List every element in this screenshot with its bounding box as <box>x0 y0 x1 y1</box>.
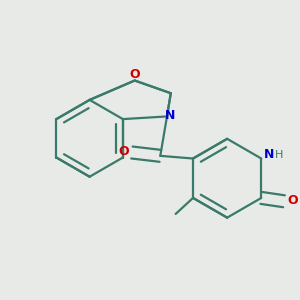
Text: O: O <box>287 194 298 207</box>
Text: N: N <box>264 148 274 161</box>
Text: N: N <box>165 109 175 122</box>
Text: O: O <box>118 145 128 158</box>
Text: H: H <box>275 149 283 160</box>
Text: O: O <box>129 68 140 81</box>
